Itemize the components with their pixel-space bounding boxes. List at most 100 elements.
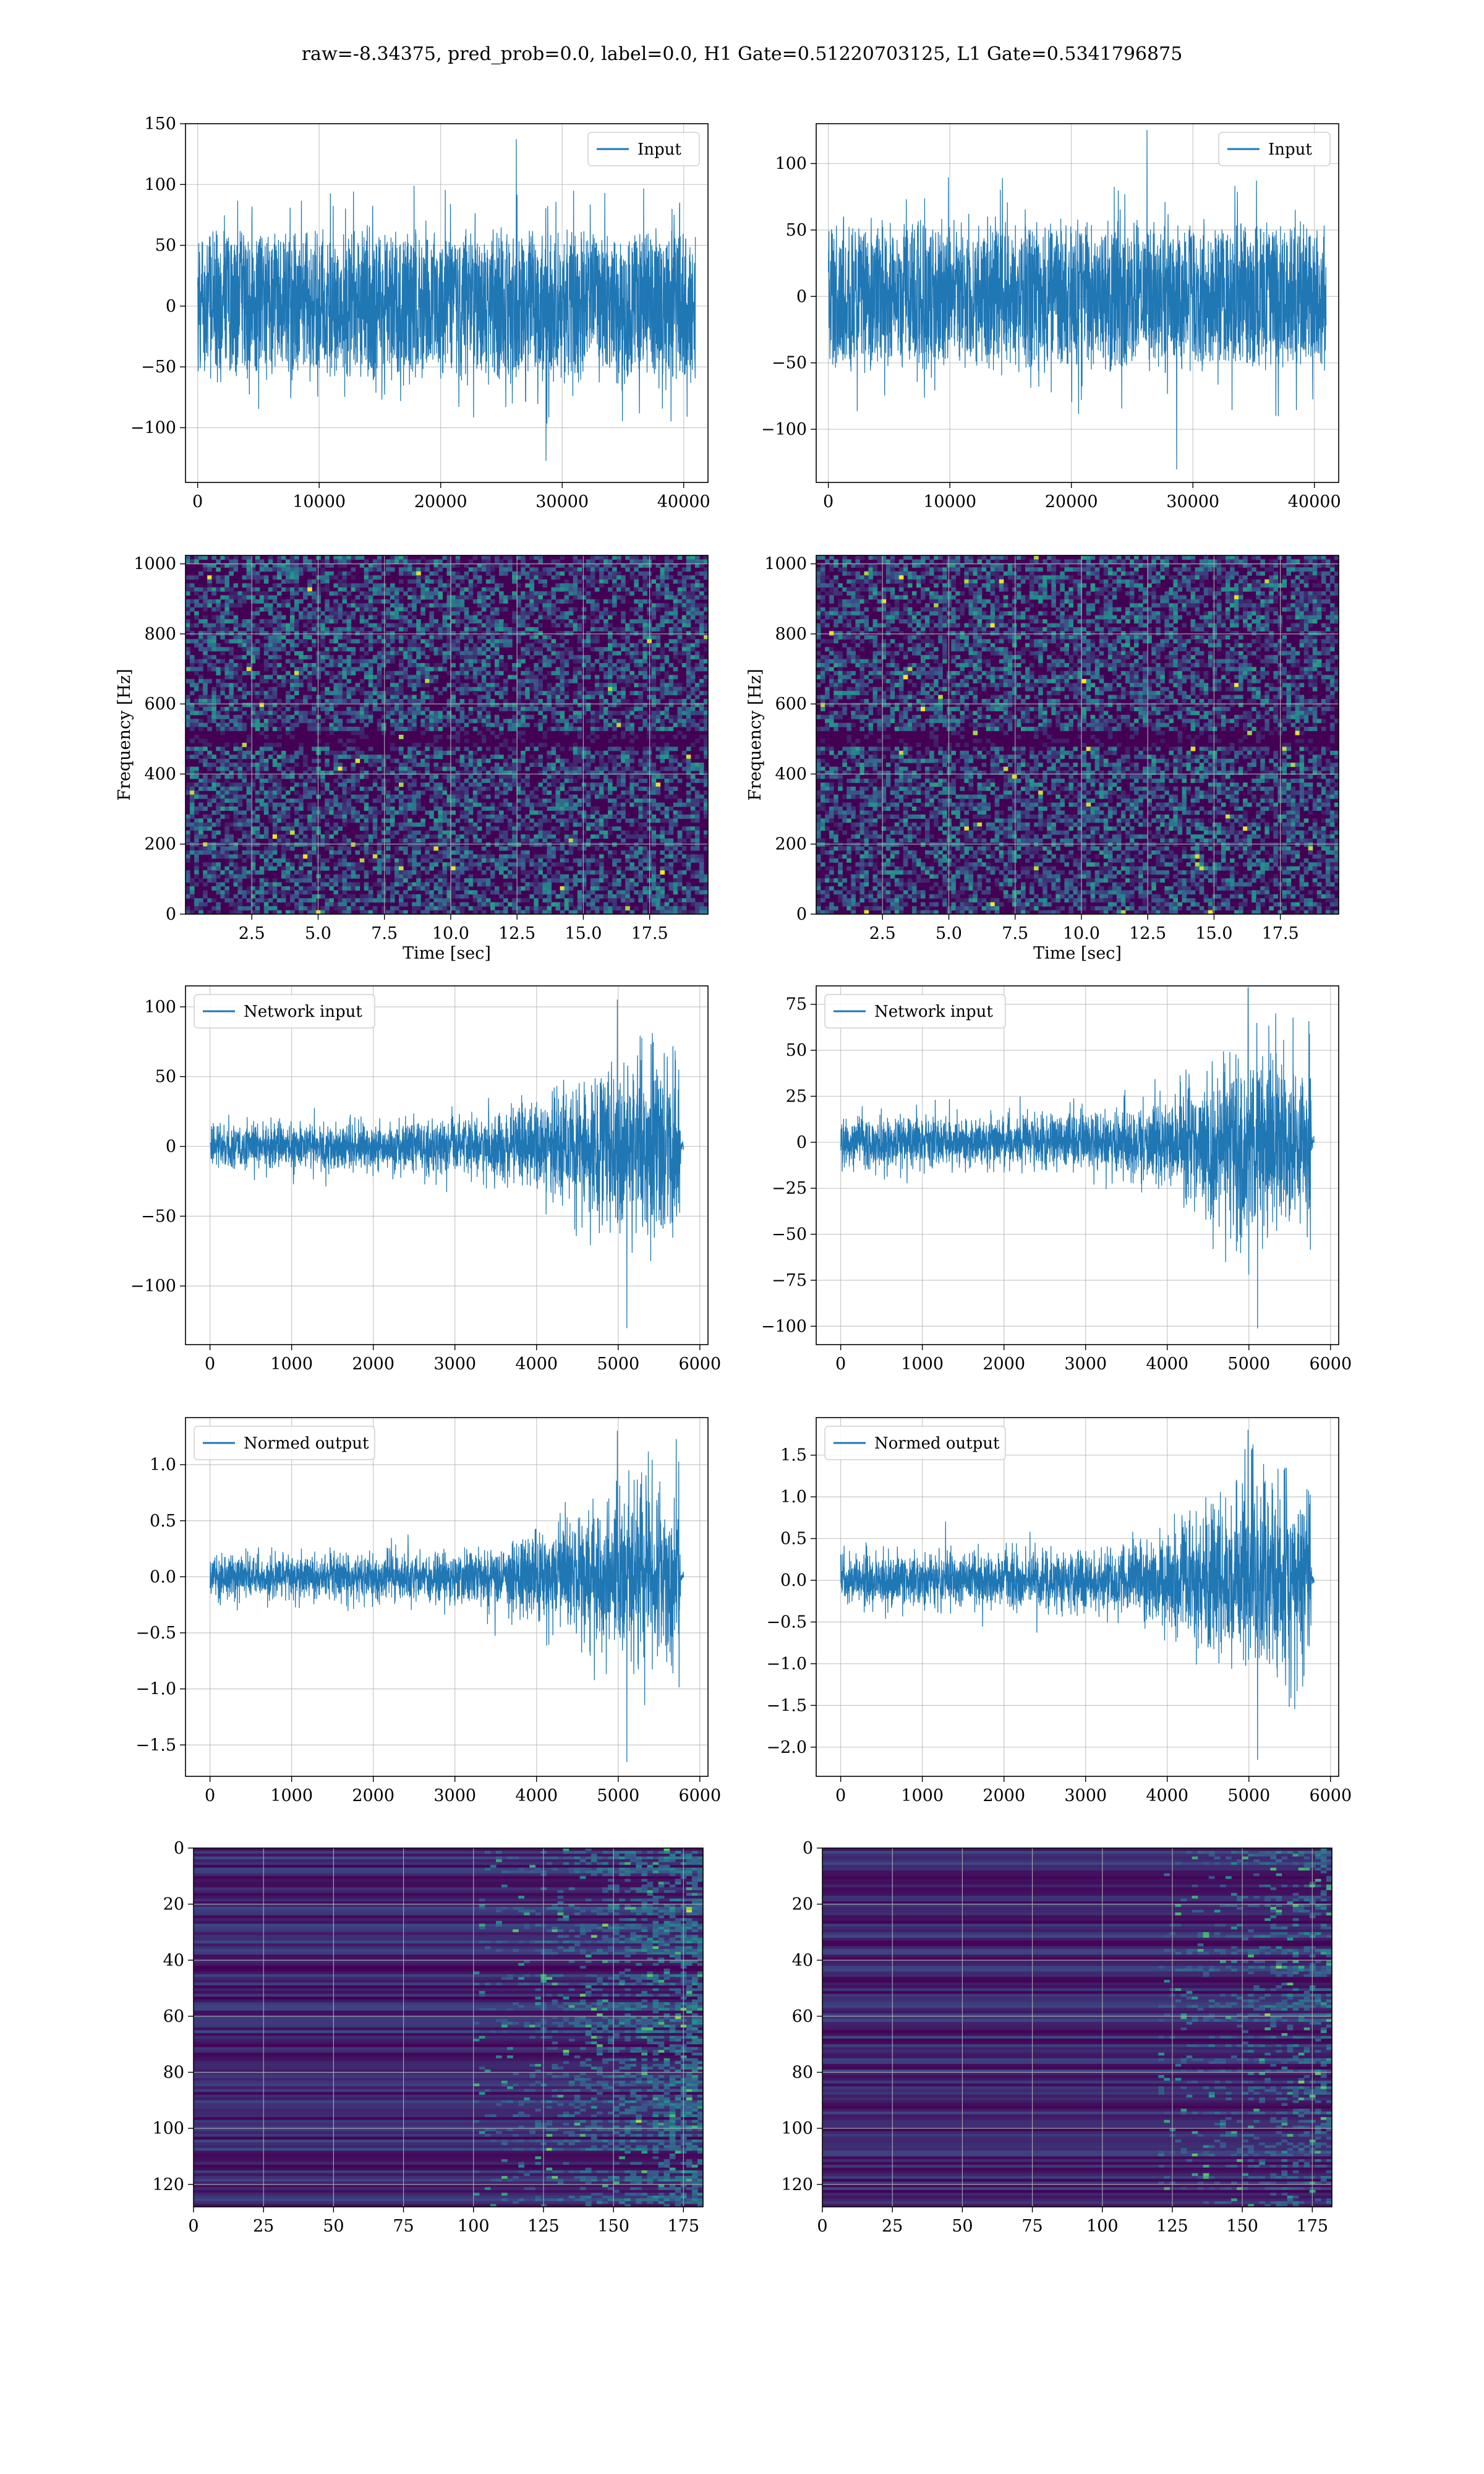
heatmap-cell [229,567,234,572]
heatmap-cell [385,755,391,760]
heatmap-cell [407,655,412,660]
heatmap-cell [242,771,247,775]
heatmap-cell [586,591,591,596]
heatmap-cell [381,778,386,783]
heatmap-cell [198,703,203,708]
heatmap-cell [255,611,260,616]
heatmap-cell [242,687,247,691]
heatmap-cell [203,758,208,763]
heatmap-cell [495,786,500,791]
heatmap-cell [547,591,552,596]
heatmap-cell [364,603,369,608]
heatmap-cell [190,846,195,851]
heatmap-cell [403,711,408,716]
heatmap-cell [211,834,216,839]
heatmap-cell [564,722,569,727]
heatmap-cell [325,898,330,903]
heatmap-cell [420,706,425,711]
plot-area [186,124,708,482]
heatmap-cell [485,714,491,719]
heatmap-cell [420,639,425,644]
heatmap-cell [538,699,543,703]
heatmap-cell [281,647,286,652]
heatmap-cell [407,858,412,863]
heatmap-cell [508,890,513,895]
heatmap-cell [407,826,412,831]
heatmap-cell [442,846,448,851]
heatmap-cell [555,667,561,672]
heatmap-cell [368,639,373,644]
heatmap-cell [307,818,312,823]
heatmap-cell [233,714,239,719]
heatmap-cell [286,842,291,847]
heatmap-cell [346,635,352,640]
heatmap-cell [399,567,404,572]
heatmap-cell [425,639,430,644]
heatmap-cell [286,727,291,732]
heatmap-cell [573,587,578,592]
heatmap-cell [420,790,425,795]
heatmap-cell [355,595,360,600]
heatmap-cell [564,595,569,600]
heatmap-cell [325,906,330,911]
heatmap-cell [346,559,352,564]
heatmap-cell [359,826,365,831]
heatmap-cell [242,655,247,660]
heatmap-cell [242,906,247,911]
heatmap-cell [464,635,469,640]
heatmap-cell [346,639,352,644]
x-tick-label: 10000 [292,492,346,511]
heatmap-cell [468,771,474,775]
heatmap-cell [534,663,539,667]
heatmap-cell [451,727,456,732]
heatmap-cell [420,595,425,600]
heatmap-cell [586,655,591,660]
heatmap-cell [207,866,212,871]
heatmap-cell [446,894,452,899]
heatmap-cell [508,818,513,823]
heatmap-cell [237,722,243,727]
heatmap-cell [303,719,308,724]
heatmap-cell [294,587,299,592]
heatmap-cell [564,882,569,887]
heatmap-cell [272,595,278,600]
heatmap-cell [455,639,461,644]
heatmap-cell [499,810,504,815]
heatmap-cell [420,902,425,907]
heatmap-cell [303,838,308,843]
heatmap-cell [508,826,513,831]
heatmap-cell [250,563,256,568]
heatmap-cell [468,647,474,652]
heatmap-cell [551,834,556,839]
heatmap-cell [425,910,430,914]
heatmap-cell [186,822,190,827]
heatmap-cell [364,571,369,576]
heatmap-cell [242,810,247,815]
heatmap-cell [355,555,360,560]
heatmap-cell [211,886,216,891]
heatmap-cell [190,774,195,779]
heatmap-cell [377,838,382,843]
heatmap-cell [246,830,252,835]
heatmap-cell [508,874,513,879]
heatmap-cell [568,647,574,652]
heatmap-cell [255,850,260,855]
heatmap-cell [224,790,229,795]
heatmap-cell [438,894,443,899]
heatmap-cell [481,631,487,636]
heatmap-cell [381,866,386,871]
heatmap-cell [416,678,421,683]
heatmap-cell [581,894,587,899]
heatmap-cell [438,747,443,751]
heatmap-cell [399,659,404,664]
heatmap-cell [346,774,352,779]
heatmap-cell [381,655,386,660]
heatmap-cell [416,763,421,768]
heatmap-cell [394,870,399,875]
heatmap-cell [455,730,461,735]
heatmap-cell [368,858,373,863]
heatmap-cell [372,898,378,903]
heatmap-cell [433,846,438,851]
heatmap-cell [312,711,317,716]
heatmap-cell [325,902,330,907]
